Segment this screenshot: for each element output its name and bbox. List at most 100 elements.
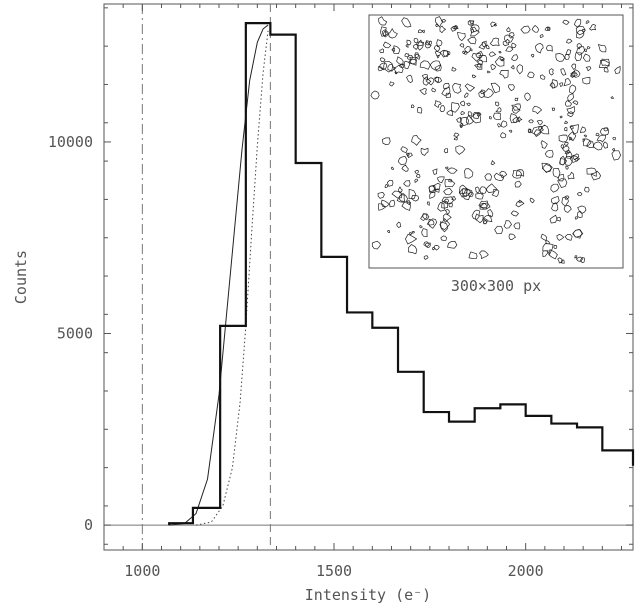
contour-blob — [403, 180, 411, 187]
contour-blob — [421, 228, 428, 237]
contour-blob — [502, 38, 510, 47]
contour-blob — [531, 125, 544, 136]
contour-blob — [378, 16, 388, 26]
contour-blob — [563, 155, 573, 166]
contour-blob — [531, 25, 540, 33]
contour-blob — [535, 43, 544, 54]
contour-blob — [512, 117, 520, 123]
contour-blob — [476, 63, 482, 68]
contour-blob — [411, 104, 415, 109]
contour-blob — [408, 232, 413, 236]
contour-blob — [408, 188, 417, 200]
contour-blob — [440, 235, 448, 241]
contour-blob — [401, 164, 409, 172]
contour-blob — [602, 141, 608, 149]
contour-blob — [401, 201, 411, 211]
contour-blob — [392, 45, 401, 54]
contour-blob — [379, 48, 385, 54]
contour-blob — [500, 120, 508, 128]
contour-blob — [414, 53, 421, 60]
contour-blob — [490, 160, 496, 166]
contour-blob — [405, 233, 418, 245]
contour-blob — [419, 225, 423, 229]
contour-blob — [576, 46, 585, 56]
histogram-bin — [577, 427, 602, 525]
contour-blob — [603, 127, 608, 132]
contour-blob — [467, 191, 474, 198]
contour-blob — [571, 63, 576, 71]
contour-blob — [511, 54, 519, 61]
contour-blob — [527, 71, 535, 78]
contour-blob — [441, 200, 449, 209]
contour-blob — [441, 87, 451, 97]
contour-blob — [414, 52, 419, 58]
contour-blob — [574, 52, 582, 62]
contour-blob — [458, 188, 468, 198]
contour-blob — [524, 92, 531, 102]
contour-blob — [423, 241, 430, 248]
contour-blob — [590, 170, 601, 181]
contour-blob — [459, 43, 465, 48]
contour-blob — [564, 54, 570, 60]
contour-blob — [420, 147, 429, 156]
contour-blob — [508, 129, 513, 133]
contour-blob — [551, 202, 559, 212]
contour-blob — [460, 111, 466, 116]
contour-blob — [470, 24, 480, 33]
contour-blob — [442, 213, 452, 223]
contour-blob — [505, 46, 514, 52]
contour-blob — [394, 71, 398, 75]
contour-blob — [527, 128, 532, 134]
contour-blob — [414, 178, 419, 183]
contour-blob — [482, 215, 493, 223]
contour-blob — [565, 49, 572, 56]
contour-blob — [445, 166, 449, 170]
contour-blob — [415, 174, 421, 179]
contour-blob — [381, 29, 390, 38]
contour-blob — [514, 180, 522, 188]
contour-blob — [428, 40, 432, 46]
histogram-bin — [424, 412, 449, 525]
contour-blob — [471, 52, 482, 62]
contour-blob — [555, 53, 566, 62]
contour-blob — [393, 64, 404, 75]
contour-blob — [507, 84, 515, 92]
contour-blob — [549, 214, 558, 224]
contour-blob — [564, 127, 568, 132]
contour-blob — [484, 173, 492, 181]
contour-blob — [447, 240, 458, 249]
contour-blob — [432, 247, 436, 251]
contour-blob — [422, 76, 432, 86]
contour-blob — [572, 229, 584, 238]
contour-blob — [435, 16, 444, 28]
contour-blob — [417, 107, 423, 114]
histogram-bin — [449, 422, 475, 525]
x-axis-title: Intensity (e⁻) — [305, 586, 431, 604]
contour-blob — [461, 188, 472, 197]
contour-blob — [553, 244, 558, 249]
histogram-bin — [296, 163, 322, 525]
contour-blob — [538, 125, 543, 130]
contour-blob — [575, 25, 586, 36]
histogram-layer — [168, 22, 635, 526]
contour-blob — [548, 68, 554, 76]
contour-blob — [406, 74, 414, 84]
histogram-bin — [169, 523, 193, 525]
contour-blob — [500, 58, 504, 62]
contour-blob — [520, 25, 531, 34]
contour-blob — [566, 105, 576, 114]
contour-blob — [586, 167, 597, 177]
contour-blob — [559, 115, 563, 119]
contour-blob — [407, 152, 413, 159]
contour-blob — [592, 141, 603, 151]
contour-blob — [412, 43, 419, 51]
contour-blob — [563, 141, 569, 147]
contour-blob — [419, 87, 427, 95]
contour-blob — [536, 119, 543, 125]
contour-blob — [446, 167, 458, 174]
contour-blob — [436, 39, 443, 47]
contour-blob — [557, 173, 565, 182]
contour-blob — [499, 170, 508, 179]
contour-blob — [566, 38, 573, 44]
